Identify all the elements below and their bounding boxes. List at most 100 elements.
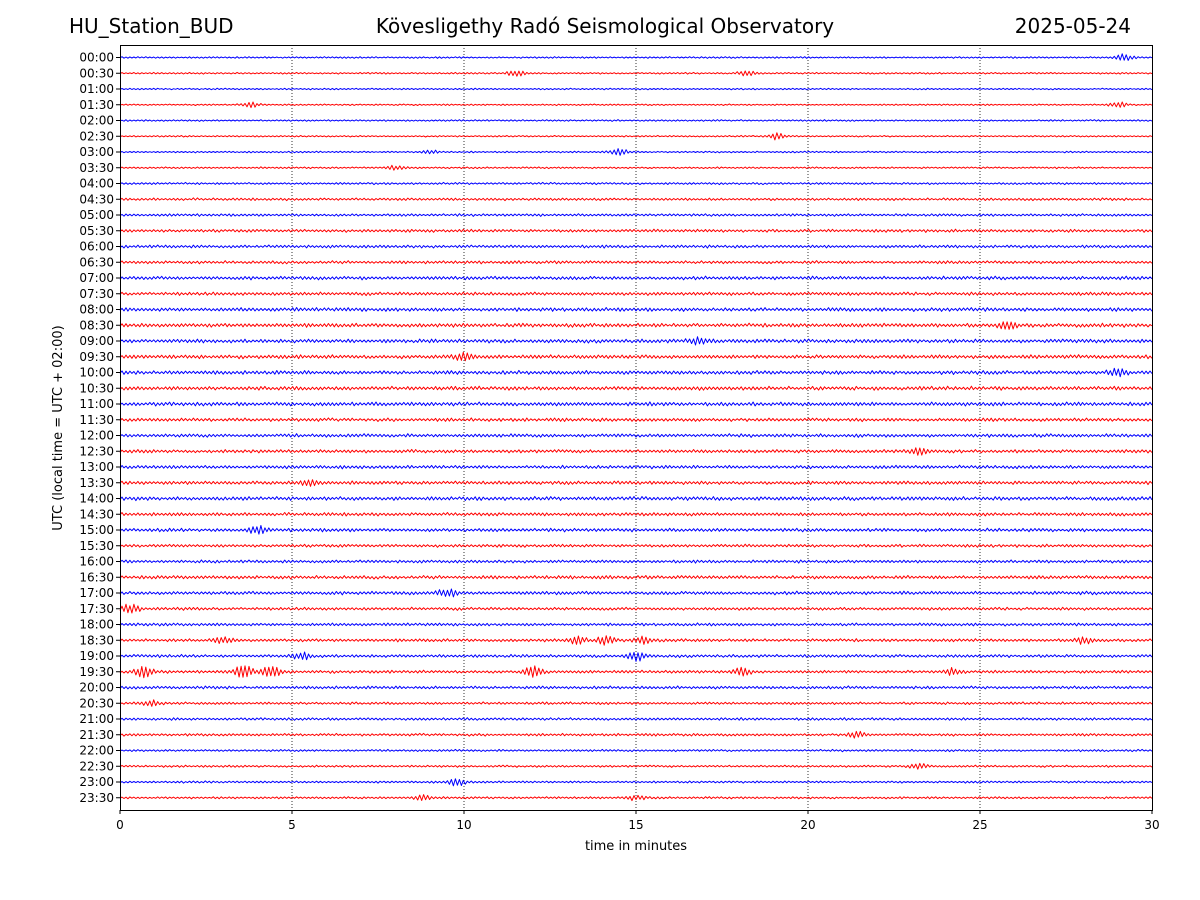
- trace-row-1300: [119, 464, 1153, 470]
- y-tick-label: 04:30: [79, 192, 114, 206]
- trace-row-2300: [119, 778, 1153, 787]
- trace-row-1800: [119, 622, 1153, 627]
- trace-row-0100: [119, 87, 1153, 91]
- y-tick-label: 17:30: [79, 602, 114, 616]
- y-tick-label: 18:00: [79, 618, 114, 632]
- plot-frame: [120, 45, 1153, 811]
- trace-row-0930: [119, 351, 1153, 362]
- trace-row-0800: [119, 307, 1153, 312]
- trace-row-2230: [119, 762, 1153, 770]
- y-tick-label: 01:30: [79, 98, 114, 112]
- y-tick-label: 08:00: [79, 303, 114, 317]
- y-tick-label: 12:30: [79, 444, 114, 458]
- y-tick-label: 01:00: [79, 82, 114, 96]
- y-tick-label: 00:30: [79, 66, 114, 80]
- trace-row-0030: [119, 70, 1153, 77]
- chart-date: 2025-05-24: [1014, 14, 1131, 38]
- y-tick-label: 00:00: [79, 51, 114, 65]
- trace-row-1600: [119, 559, 1153, 564]
- trace-row-0000: [119, 53, 1153, 61]
- y-tick-label: 18:30: [79, 633, 114, 647]
- trace-row-0130: [119, 101, 1153, 109]
- y-tick-label: 20:30: [79, 696, 114, 710]
- trace-row-0900: [119, 336, 1153, 346]
- trace-row-0600: [119, 244, 1153, 249]
- y-tick-label: 02:30: [79, 129, 114, 143]
- x-tick-label: 30: [1144, 818, 1159, 832]
- trace-row-1900: [119, 651, 1153, 662]
- trace-row-1100: [119, 401, 1153, 407]
- trace-row-1530: [119, 543, 1153, 548]
- trace-row-0700: [119, 275, 1153, 281]
- trace-row-2130: [119, 730, 1153, 739]
- trace-row-0300: [119, 148, 1153, 156]
- y-tick-label: 17:00: [79, 586, 114, 600]
- y-tick-label: 13:00: [79, 460, 114, 474]
- x-tick-label: 5: [288, 818, 296, 832]
- trace-row-1030: [119, 385, 1153, 391]
- y-tick-label: 11:00: [79, 397, 114, 411]
- y-tick-label: 16:30: [79, 570, 114, 584]
- trace-row-0330: [119, 164, 1153, 171]
- trace-row-1330: [119, 479, 1153, 487]
- y-tick-label: 10:00: [79, 366, 114, 380]
- trace-row-0530: [119, 228, 1153, 233]
- chart-title: Kövesligethy Radó Seismological Observat…: [375, 14, 835, 38]
- y-axis-label: UTC (local time = UTC + 02:00): [51, 325, 66, 530]
- y-tick-label: 09:00: [79, 334, 114, 348]
- x-axis: 0 5 10 15 20 25 30: [116, 810, 1160, 832]
- trace-row-0630: [119, 260, 1153, 265]
- y-tick-label: 05:30: [79, 224, 114, 238]
- trace-row-1930: [119, 665, 1153, 679]
- x-tick-label: 10: [456, 818, 471, 832]
- trace-row-2330: [119, 794, 1153, 802]
- trace-row-1230: [119, 447, 1153, 456]
- y-tick-label: 21:00: [79, 712, 114, 726]
- y-tick-label: 04:00: [79, 177, 114, 191]
- trace-row-0230: [119, 132, 1153, 141]
- trace-row-1200: [119, 433, 1153, 438]
- y-tick-label: 15:30: [79, 539, 114, 553]
- y-tick-label: 22:00: [79, 744, 114, 758]
- trace-row-1830: [119, 635, 1153, 646]
- trace-row-2000: [119, 685, 1153, 690]
- y-tick-label: 19:00: [79, 649, 114, 663]
- trace-row-2030: [119, 699, 1153, 707]
- trace-row-1000: [119, 367, 1153, 378]
- y-tick-label: 05:00: [79, 208, 114, 222]
- trace-row-1730: [119, 603, 1153, 614]
- x-tick-label: 15: [628, 818, 643, 832]
- trace-row-1430: [119, 512, 1153, 517]
- trace-row-0400: [119, 181, 1153, 186]
- trace-row-0430: [119, 197, 1153, 202]
- y-tick-label: 20:00: [79, 681, 114, 695]
- trace-row-2100: [119, 717, 1153, 721]
- y-tick-label: 21:30: [79, 728, 114, 742]
- y-tick-label: 06:00: [79, 240, 114, 254]
- y-tick-label: 03:00: [79, 145, 114, 159]
- y-tick-label: 09:30: [79, 350, 114, 364]
- y-tick-label: 02:00: [79, 114, 114, 128]
- trace-row-1700: [119, 588, 1153, 598]
- x-tick-label: 25: [972, 818, 987, 832]
- y-tick-label: 03:30: [79, 161, 114, 175]
- trace-row-1630: [119, 574, 1153, 580]
- y-tick-label: 10:30: [79, 381, 114, 395]
- trace-row-0830: [119, 321, 1153, 330]
- x-tick-label: 20: [800, 818, 815, 832]
- trace-lines: [119, 53, 1153, 802]
- y-tick-label: 13:30: [79, 476, 114, 490]
- x-axis-label: time in minutes: [585, 839, 687, 854]
- grid-lines: [291, 45, 981, 810]
- y-tick-label: 14:30: [79, 507, 114, 521]
- y-tick-label: 19:30: [79, 665, 114, 679]
- trace-row-0500: [119, 213, 1153, 217]
- station-label: HU_Station_BUD: [69, 14, 234, 38]
- x-tick-label: 0: [116, 818, 124, 832]
- y-tick-label: 16:00: [79, 555, 114, 569]
- y-tick-label: 23:00: [79, 775, 114, 789]
- y-tick-label: 22:30: [79, 759, 114, 773]
- y-tick-label: 14:00: [79, 492, 114, 506]
